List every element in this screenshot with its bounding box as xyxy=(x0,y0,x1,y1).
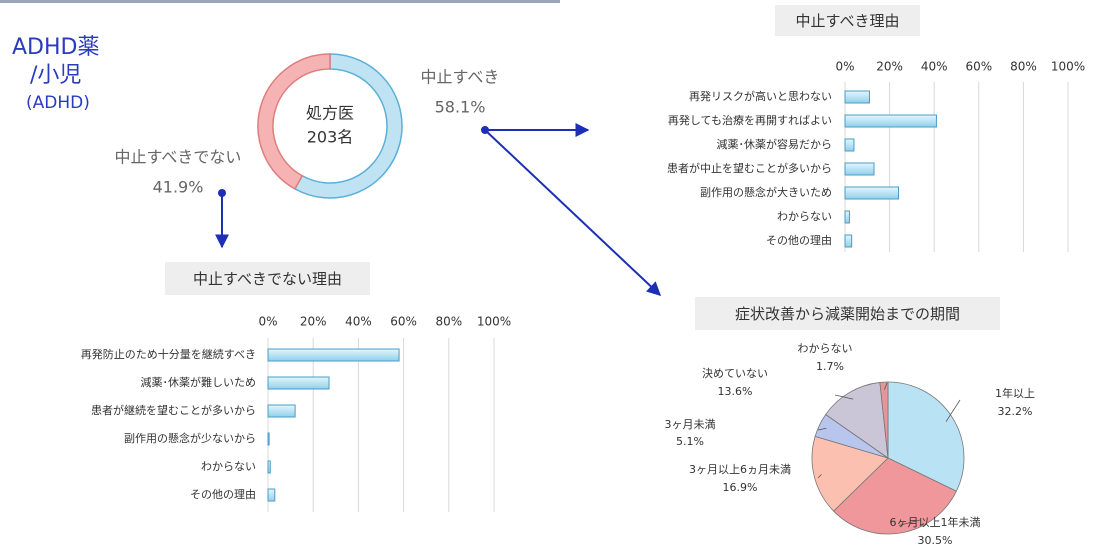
bar xyxy=(267,376,330,390)
slice-label: 3ヶ月未満 xyxy=(665,418,716,431)
category-label: 副作用の懸念が少ないから xyxy=(124,431,256,445)
legend-label: 中止すべきでない xyxy=(115,148,242,167)
x-tick-label: 0% xyxy=(835,60,854,74)
chart-title: 中止すべきでない理由 xyxy=(193,270,342,288)
x-tick-label: 40% xyxy=(345,315,372,329)
x-tick-label: 20% xyxy=(300,315,327,329)
center-text: 処方医 xyxy=(306,104,354,123)
bar xyxy=(844,114,937,128)
pie-slice xyxy=(833,457,957,535)
top-bar xyxy=(0,0,560,3)
title-box xyxy=(775,5,920,36)
bar xyxy=(844,162,875,176)
title-box xyxy=(695,297,1000,330)
x-tick-label: 60% xyxy=(965,60,992,74)
bar xyxy=(267,460,271,474)
value-label: 32.2% xyxy=(998,405,1033,418)
bar xyxy=(844,234,853,248)
x-tick-label: 0% xyxy=(258,315,277,329)
pie-slice xyxy=(887,381,965,492)
category-label: 再発防止のため十分量を継続すべき xyxy=(81,347,256,361)
bar xyxy=(844,186,900,200)
category-label: わからない xyxy=(777,210,832,223)
donut-segment xyxy=(293,53,403,199)
value-label: 41.9% xyxy=(153,178,204,197)
category-label: その他の理由 xyxy=(766,233,832,247)
donut-segment xyxy=(257,53,331,190)
x-tick-label: 80% xyxy=(1010,60,1037,74)
slice-label: 3ヶ月以上6ヵ月未満 xyxy=(689,463,791,476)
category-label: わからない xyxy=(201,460,256,473)
chart-title: 中止すべき理由 xyxy=(796,12,900,30)
leader-line xyxy=(834,394,854,400)
leader-line xyxy=(883,382,888,390)
heading: /小児 xyxy=(30,63,81,88)
value-label: 5.1% xyxy=(676,435,704,448)
category-label: 患者が中止を望むことが多いから xyxy=(667,161,832,175)
bar xyxy=(844,138,855,152)
x-tick-label: 100% xyxy=(477,315,511,329)
value-label: 1.7% xyxy=(816,360,844,373)
value-label: 13.6% xyxy=(718,385,753,398)
pie-slice xyxy=(879,381,889,459)
bar xyxy=(267,488,276,502)
pie-slice xyxy=(825,381,889,459)
slice-label: 6ヶ月以上1年未満 xyxy=(890,515,981,529)
x-tick-label: 60% xyxy=(390,315,417,329)
bar xyxy=(844,210,850,224)
title-box xyxy=(165,262,370,295)
bar xyxy=(267,348,400,362)
leader-line xyxy=(817,474,822,479)
x-tick-label: 100% xyxy=(1051,60,1085,74)
chart-title: 症状改善から減薬開始までの期間 xyxy=(735,305,960,323)
slice-label: 決めていない xyxy=(702,367,768,380)
leader-line xyxy=(817,427,827,431)
x-tick-label: 20% xyxy=(876,60,903,74)
value-label: 30.5% xyxy=(918,534,953,547)
center-text: 203名 xyxy=(307,128,354,147)
arrow xyxy=(484,129,662,296)
legend-label: 中止すべき xyxy=(421,68,500,87)
category-label: 再発リスクが高いと思わない xyxy=(689,89,832,103)
slice-label: わからない xyxy=(798,342,853,355)
heading: (ADHD) xyxy=(26,93,90,113)
category-label: 患者が継続を望むことが多いから xyxy=(91,403,256,417)
bar xyxy=(267,432,270,446)
heading: ADHD薬 xyxy=(12,35,99,60)
leader-line xyxy=(898,519,921,526)
leader-line xyxy=(945,399,961,422)
category-label: 再発しても治療を再開すればよい xyxy=(668,113,832,127)
category-label: その他の理由 xyxy=(190,487,256,501)
bar xyxy=(844,90,871,104)
value-label: 58.1% xyxy=(435,98,486,117)
bar xyxy=(267,404,296,418)
slice-label: 1年以上 xyxy=(995,386,1035,400)
category-label: 副作用の懸念が大きいため xyxy=(700,185,832,199)
x-tick-label: 40% xyxy=(921,60,948,74)
category-label: 減薬･休薬が難しいため xyxy=(141,375,257,389)
x-tick-label: 80% xyxy=(435,315,462,329)
pie-slice xyxy=(811,435,889,512)
category-label: 減薬･休薬が容易だから xyxy=(717,137,833,151)
value-label: 16.9% xyxy=(723,481,758,494)
